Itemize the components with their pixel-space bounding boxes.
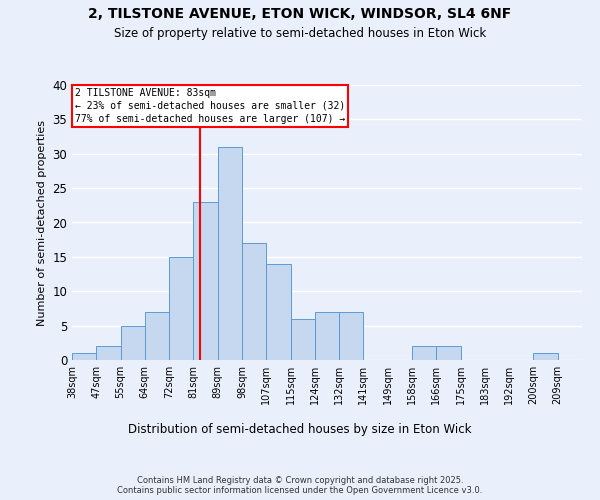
Text: Distribution of semi-detached houses by size in Eton Wick: Distribution of semi-detached houses by … — [128, 422, 472, 436]
Bar — [242, 243, 266, 360]
Bar — [436, 346, 461, 360]
Text: Size of property relative to semi-detached houses in Eton Wick: Size of property relative to semi-detach… — [114, 28, 486, 40]
Bar — [169, 257, 193, 360]
Text: 2, TILSTONE AVENUE, ETON WICK, WINDSOR, SL4 6NF: 2, TILSTONE AVENUE, ETON WICK, WINDSOR, … — [88, 8, 512, 22]
Bar — [533, 353, 558, 360]
Bar — [193, 202, 218, 360]
Bar — [315, 312, 339, 360]
Bar — [339, 312, 364, 360]
Bar — [412, 346, 436, 360]
Bar — [96, 346, 121, 360]
Y-axis label: Number of semi-detached properties: Number of semi-detached properties — [37, 120, 47, 326]
Text: 2 TILSTONE AVENUE: 83sqm
← 23% of semi-detached houses are smaller (32)
77% of s: 2 TILSTONE AVENUE: 83sqm ← 23% of semi-d… — [74, 88, 345, 124]
Bar — [266, 264, 290, 360]
Bar — [72, 353, 96, 360]
Text: Contains HM Land Registry data © Crown copyright and database right 2025.
Contai: Contains HM Land Registry data © Crown c… — [118, 476, 482, 495]
Bar — [290, 319, 315, 360]
Bar — [121, 326, 145, 360]
Bar — [145, 312, 169, 360]
Bar — [218, 147, 242, 360]
